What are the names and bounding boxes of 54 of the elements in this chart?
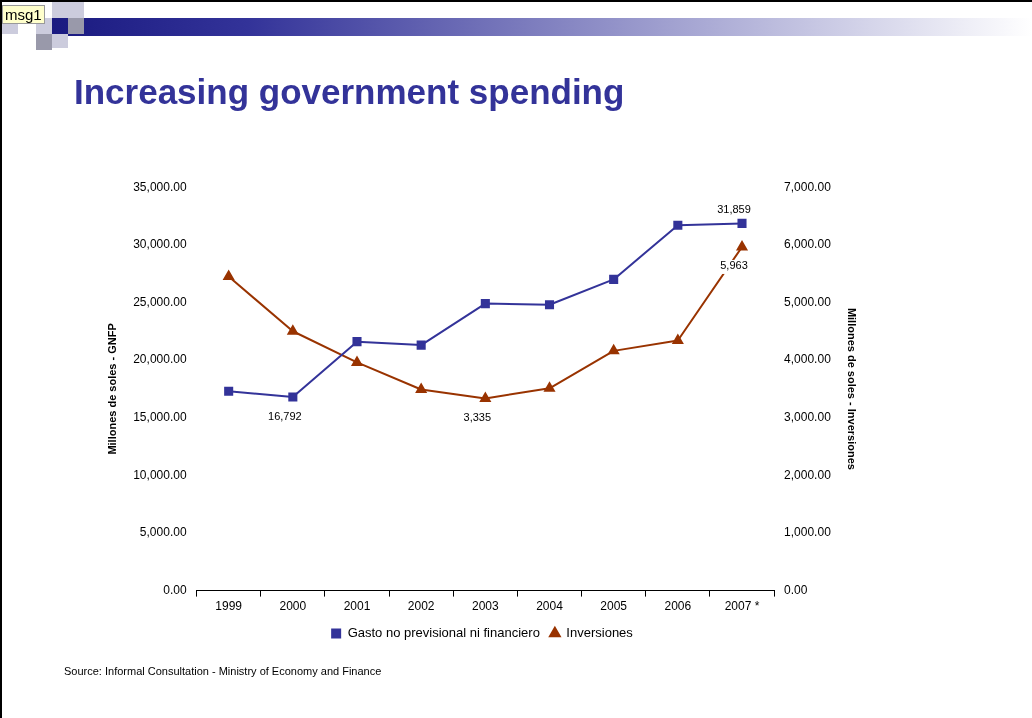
data-label: 5,963: [720, 259, 748, 272]
point: [673, 220, 683, 230]
point: [224, 386, 234, 396]
point: [288, 392, 298, 402]
y-tick-label: 10,000.00: [133, 467, 187, 482]
y2-tick-label: 3,000.00: [784, 410, 832, 425]
y-tick-label: 25,000.00: [133, 294, 187, 309]
y-tick-label: 0.00: [163, 582, 187, 597]
point: [544, 382, 555, 392]
y2-tick-label: 6,000.00: [784, 237, 832, 252]
point: [351, 356, 363, 366]
x-tick-label: 2007 *: [724, 599, 760, 614]
y2-tick-label: 4,000.00: [784, 352, 832, 367]
x-tick-label: 2005: [600, 599, 628, 614]
y2-tick-label: 1,000.00: [784, 525, 832, 540]
data-label: 3,335: [463, 410, 492, 423]
point: [415, 383, 427, 393]
x-tick-label: 1999: [215, 599, 243, 614]
y2-tick-label: 2,000.00: [784, 467, 832, 482]
y2-tick-label: 0.00: [784, 582, 808, 597]
point: [223, 270, 234, 281]
x-tick-label: 2003: [471, 599, 500, 614]
legend-label: Gasto no previsional ni financiero: [347, 625, 540, 641]
point: [737, 218, 747, 228]
x-tick-label: 2000: [279, 599, 307, 614]
legend-label: Inversiones: [566, 625, 634, 641]
point: [352, 337, 362, 347]
point: [609, 274, 619, 284]
x-tick-label: 2001: [343, 599, 371, 614]
point: [608, 344, 619, 355]
x-tick-label: 2002: [407, 599, 435, 614]
point: [416, 340, 426, 350]
y-tick-label: 20,000.00: [133, 352, 187, 367]
data-label: 16,792: [268, 409, 302, 422]
point: [480, 392, 491, 402]
point: [736, 240, 748, 251]
y-tick-label: 5,000.00: [139, 525, 187, 540]
y-tick-label: 30,000.00: [133, 237, 187, 252]
x-tick-label: 2006: [664, 599, 692, 614]
point: [480, 299, 490, 309]
point: [287, 325, 299, 335]
y2-tick-label: 7,000.00: [784, 179, 832, 194]
data-label: 31,859: [717, 202, 751, 215]
y2-tick-label: 5,000.00: [784, 294, 832, 309]
point: [544, 300, 555, 310]
x-tick-label: 2004: [536, 599, 564, 614]
y-axis-title: Millones de soles - GNFP: [105, 323, 118, 455]
point: [672, 334, 684, 344]
chart-title: Increasing government spending: [74, 72, 625, 112]
y-tick-label: 15,000.00: [133, 410, 187, 425]
source-note: Source: Informal Consultation - Ministry of Economy and Finance: [64, 665, 382, 677]
text: msg1: [2, 5, 45, 24]
y2-axis-title: Millones de soles - Inversiones: [846, 307, 859, 470]
y-tick-label: 35,000.00: [133, 179, 187, 194]
